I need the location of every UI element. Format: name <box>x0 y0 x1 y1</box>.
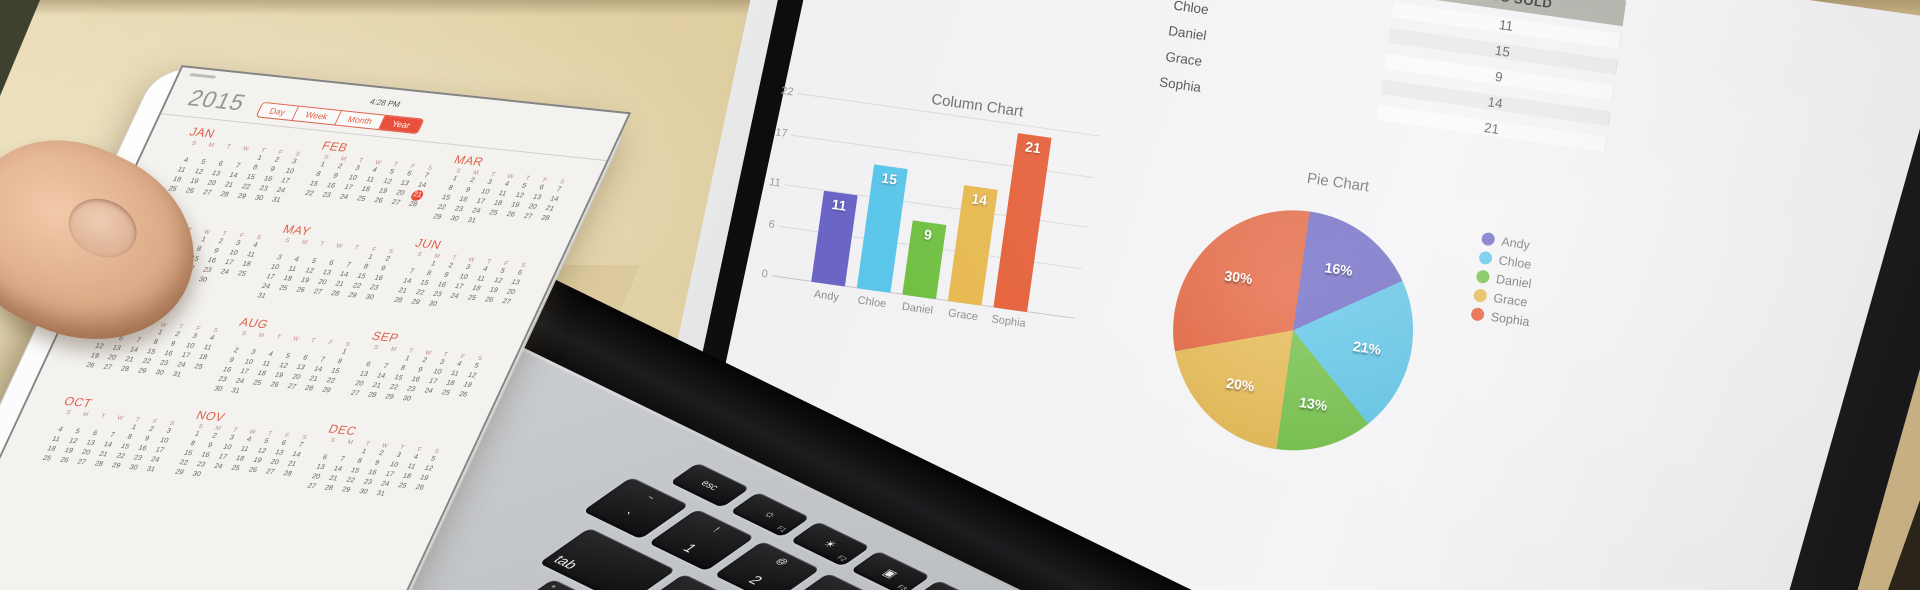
laptop-keyboard-deck: esc☼F1☀F2▣F3⠿F4~`!1@2#3$4%5tabQWEcaps lo… <box>0 242 1920 590</box>
y-tick-label: 11 <box>768 176 782 190</box>
month-dec[interactable]: DEC S M T W T F S 1 2 3 4 5 6 7 8 9 10 11 12 13 14 15 16 17 18 19 2… <box>300 422 454 504</box>
day-cell: 31 <box>375 490 387 498</box>
day-cell: 31 <box>270 196 282 205</box>
bar-value-label: 11 <box>830 195 848 214</box>
legend-dot-andy <box>1480 231 1496 247</box>
day-cell: 30 <box>364 293 376 302</box>
day-cell: 26 <box>457 391 469 399</box>
legend-label: Sophia <box>1490 309 1531 329</box>
day-cell: 31 <box>466 217 478 225</box>
bar-andy: 11 <box>811 190 858 287</box>
bar-daniel: 9 <box>902 220 947 300</box>
status-bar <box>189 73 217 79</box>
bar-value-label: 21 <box>1024 138 1042 157</box>
legend-label: Daniel <box>1495 271 1533 291</box>
legend-dot-sophia <box>1470 307 1485 322</box>
tab-month[interactable]: Month <box>335 111 386 130</box>
y-tick-label: 22 <box>780 84 795 99</box>
day-cell: 25 <box>193 363 204 371</box>
x-category-label: Grace <box>947 307 979 324</box>
legend-label: Grace <box>1492 290 1529 310</box>
key-shift-label: ! <box>710 525 723 534</box>
month-feb[interactable]: FEB S M T W T F S 1 2 3 4 5 6 7 8 9 10 11 12 13 14 15 16 17 18 19 2… <box>294 139 448 221</box>
bar-chloe: 15 <box>856 163 908 293</box>
pie-percent-label: 21% <box>1352 338 1383 358</box>
key-shift-label: ~ <box>643 493 658 503</box>
y-tick-label: 17 <box>774 126 789 140</box>
day-cell: 28 <box>539 214 551 223</box>
x-category-label: Chloe <box>856 294 887 311</box>
legend-dot-daniel <box>1475 269 1491 285</box>
bar-value-label: 14 <box>970 190 989 209</box>
y-tick-label: 0 <box>760 267 769 281</box>
day-cell: 28 <box>281 470 293 478</box>
pie-percent-label: 20% <box>1225 375 1256 395</box>
month-mar[interactable]: MAR S M T W T F S 1 2 3 4 5 6 7 8 9 10 11 12 13 14 15 16 17 18 19 2… <box>426 153 580 235</box>
bar-value-label: 9 <box>922 225 933 243</box>
month-aug[interactable]: AUG S M T W T F S 1 2 3 4 5 6 7 8 9 10 11 12 13 14 15 16 17 18 19 2… <box>207 315 365 406</box>
x-category-label: Andy <box>813 288 840 304</box>
units-table-rows: Andy11Chloe15Daniel9Grace14Sophia21 <box>1089 0 1662 163</box>
key-shift-label: @ <box>773 556 791 567</box>
pie-percent-label: 13% <box>1298 393 1329 414</box>
day-cell: 31 <box>255 292 267 301</box>
bar-value-label: 15 <box>880 169 899 188</box>
month-oct[interactable]: OCT S M T W T F S 1 2 3 4 5 6 7 8 9 10 11 12 13 14 15 16 17 18 19 2… <box>36 394 190 476</box>
tab-week[interactable]: Week <box>292 106 342 125</box>
today-badge: 21 <box>406 190 428 201</box>
month-sep[interactable]: SEP S M T W T F S 1 2 3 4 5 6 7 8 9 10 11 12 13 14 15 16 17 18 19 2… <box>339 329 497 420</box>
pie-graphic: 16% 21% 13% 20% 30% <box>1157 194 1429 466</box>
tablet-device: 2015 4:28 PM Day Week Month Year JAN S M T W T F S… <box>0 65 633 590</box>
legend-dot-grace <box>1472 288 1488 303</box>
day-cell: 28 <box>407 200 419 209</box>
month-jan[interactable]: JAN S M T W T F S 1 2 3 4 5 6 7 8 9 10 11 12 13 14 15 16 17 18 19 2… <box>161 125 315 207</box>
key-label: 2 <box>744 572 767 587</box>
y-tick-label: 6 <box>767 218 776 231</box>
month-nov[interactable]: NOV S M T W T F S 1 2 3 4 5 6 7 8 9 10 11 12 13 14 15 16 17 18 19 2… <box>168 408 322 490</box>
bar-grace: 14 <box>947 185 998 306</box>
thumb-nail <box>59 188 147 268</box>
day-cell: 31 <box>171 371 183 379</box>
x-category-label: Sophia <box>990 313 1027 330</box>
month-jun[interactable]: JUN S M T W T F S 1 2 3 4 5 6 7 8 9 10 11 12 13 14 15 16 17 18 19 2… <box>383 236 541 327</box>
x-category-label: Daniel <box>901 300 934 317</box>
day-cell: 30 <box>401 395 413 403</box>
pie-percent-label: 16% <box>1323 259 1354 280</box>
day-cell: 26 <box>414 484 426 492</box>
bar-sophia: 21 <box>993 133 1052 313</box>
column-chart: Column Chart 11 Andy 15 Chloe 9 Daniel 14 Grace… <box>736 68 1147 368</box>
legend-label: Andy <box>1500 234 1531 252</box>
day-cell: 30 <box>427 300 439 308</box>
legend-label: Chloe <box>1497 252 1533 272</box>
day-cell: 29 <box>320 386 332 395</box>
tab-year[interactable]: Year <box>379 115 423 134</box>
pie-percent-label: 30% <box>1223 267 1254 288</box>
calendar-year-title: 2015 <box>183 84 251 116</box>
day-cell: 25 <box>236 270 248 278</box>
month-may[interactable]: MAY S M T W T F S 1 2 3 4 5 6 7 8 9 10 11 12 13 14 15 16 17 18 19 2… <box>250 222 408 313</box>
key-label: 1 <box>679 540 702 555</box>
day-cell: 31 <box>229 387 241 395</box>
day-cell: 30 <box>190 470 202 479</box>
pie-legend: Andy Chloe Daniel Grace Sophia <box>1470 229 1542 331</box>
key-label: ` <box>615 509 635 523</box>
day-cell: 30 <box>197 276 209 284</box>
day-cell: 27 <box>500 298 512 306</box>
column-chart-plot: 11 Andy 15 Chloe 9 Daniel 14 Grace 21 Sophia <box>771 93 1101 330</box>
legend-dot-chloe <box>1478 250 1493 266</box>
day-cell: 31 <box>145 465 157 474</box>
